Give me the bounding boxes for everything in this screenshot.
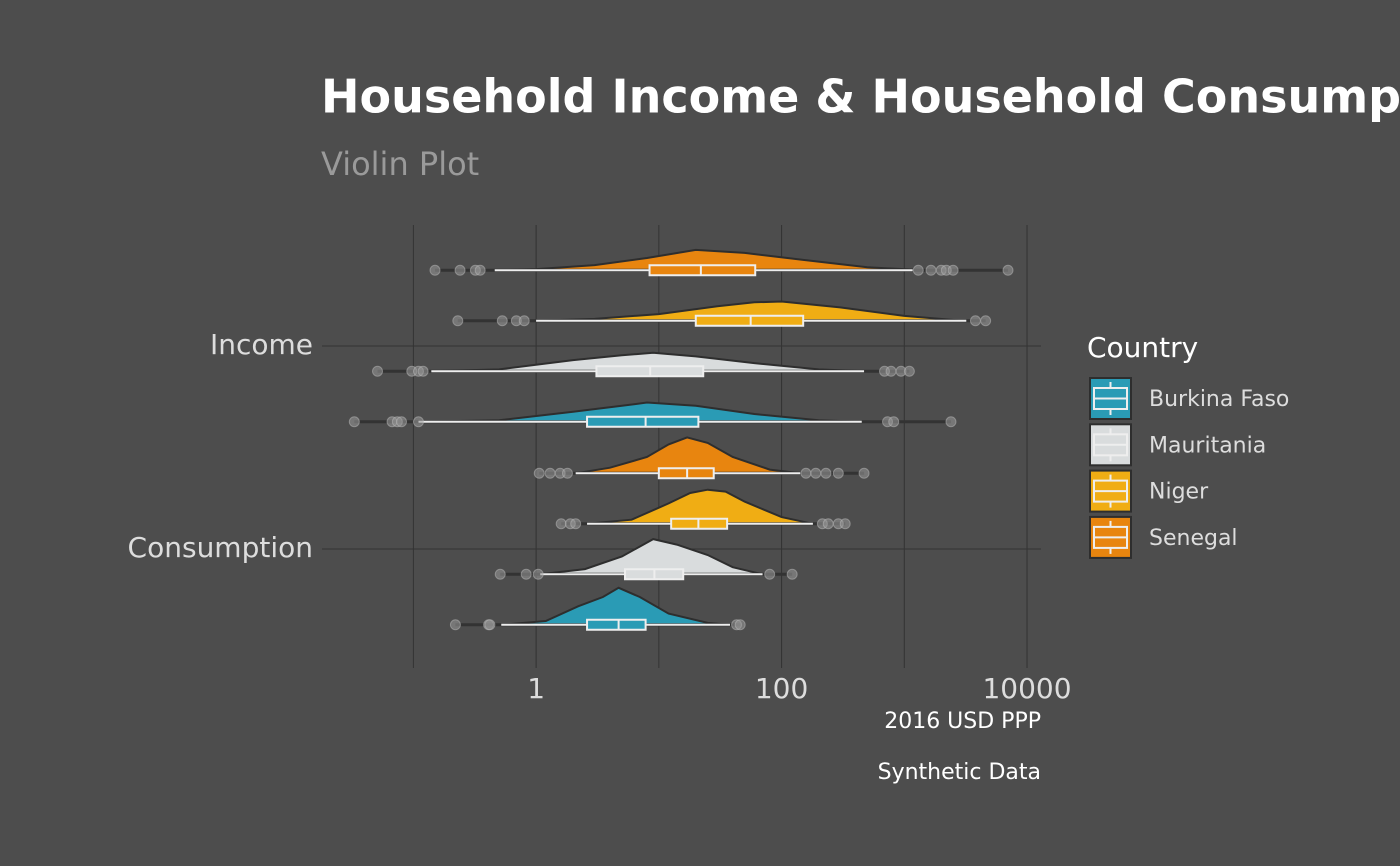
chart-subtitle: Violin Plot (321, 145, 479, 183)
outlier (786, 568, 798, 580)
legend-label: Mauritania (1149, 433, 1266, 458)
outlier (532, 568, 544, 580)
box (648, 264, 757, 277)
outlier (561, 467, 573, 479)
chart-title: Household Income & Household Consumption (321, 70, 1400, 124)
outlier (496, 315, 508, 327)
outlier (555, 518, 567, 530)
legend-label: Senegal (1149, 526, 1238, 551)
legend-label: Niger (1149, 480, 1209, 505)
outlier (822, 518, 834, 530)
outlier (832, 467, 844, 479)
outlier (544, 467, 556, 479)
box (586, 415, 700, 428)
box (586, 618, 647, 631)
legend: Burkina Faso Mauritania Niger Senegal (1089, 377, 1289, 559)
outlier (858, 467, 870, 479)
outlier (520, 568, 532, 580)
outlier (348, 416, 360, 428)
x-tick-label: 1 (527, 672, 545, 705)
x-axis-label: 2016 USD PPP (884, 709, 1041, 734)
caption: Synthetic Data (878, 760, 1041, 785)
outlier (396, 416, 408, 428)
outlier (980, 315, 992, 327)
outlier (484, 619, 496, 631)
outlier (945, 416, 957, 428)
outlier (800, 467, 812, 479)
grid (322, 225, 1041, 668)
outlier (764, 568, 776, 580)
violin (586, 488, 814, 525)
outlier (452, 315, 464, 327)
legend-title: Country (1087, 331, 1198, 364)
legend-label: Burkina Faso (1149, 387, 1289, 412)
x-tick-label: 10000 (982, 672, 1071, 705)
outlier (1002, 264, 1014, 276)
x-tick-label: 100 (755, 672, 808, 705)
outlier (820, 467, 832, 479)
outlier (429, 264, 441, 276)
outlier (372, 365, 384, 377)
plot-area (348, 248, 1014, 631)
outlier (412, 416, 424, 428)
outlier (570, 518, 582, 530)
violin (536, 300, 963, 322)
y-tick-label: Consumption (128, 531, 313, 564)
outlier (518, 315, 530, 327)
outlier (969, 315, 981, 327)
outlier (449, 619, 461, 631)
outlier (903, 365, 915, 377)
box (694, 314, 805, 327)
outlier (947, 264, 959, 276)
outlier (888, 416, 900, 428)
violin (540, 538, 763, 576)
outlier (839, 518, 851, 530)
outlier (533, 467, 545, 479)
outlier (885, 365, 897, 377)
outlier (454, 264, 466, 276)
outlier (417, 365, 429, 377)
violin (575, 436, 801, 475)
outlier (925, 264, 937, 276)
y-tick-label: Income (210, 328, 313, 361)
outlier (474, 264, 486, 276)
outlier (810, 467, 822, 479)
outlier (494, 568, 506, 580)
outlier (912, 264, 924, 276)
outlier (734, 619, 746, 631)
